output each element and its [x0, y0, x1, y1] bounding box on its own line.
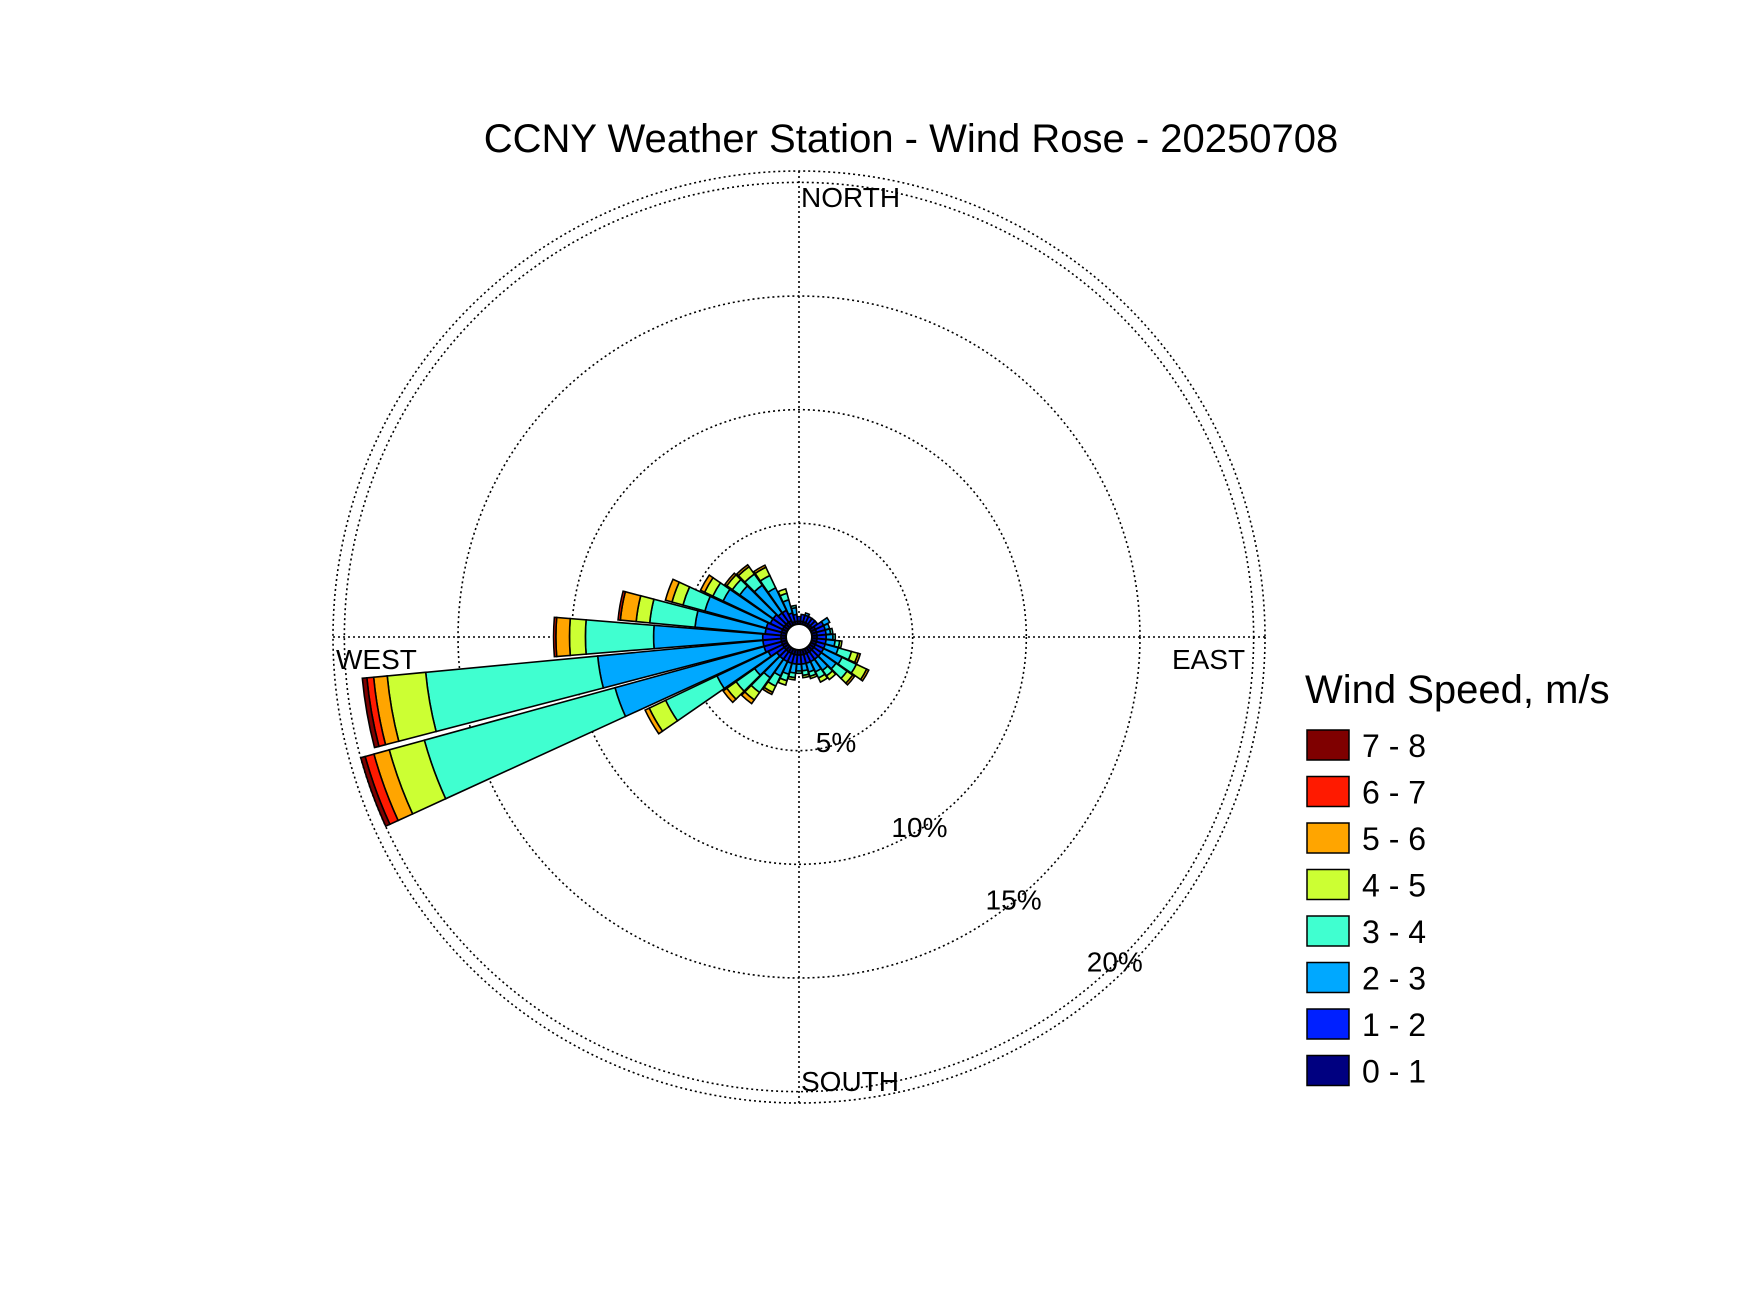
legend-label-5: 2 - 3 [1362, 961, 1426, 997]
radial-tick-label-10: 10% [891, 812, 947, 843]
petal-segment-dir100-bin4 [837, 639, 843, 649]
legend-title: Wind Speed, m/s [1305, 668, 1610, 712]
petal-segment-dir220-bin5 [740, 690, 756, 705]
petal-segment-dir270-bin3 [584, 619, 655, 655]
petal-segment-dir90-bin3 [832, 633, 837, 641]
direction-label-east: EAST [1172, 644, 1245, 675]
legend-label-2: 5 - 6 [1362, 821, 1426, 857]
calm-center-circle [785, 623, 813, 651]
legend-label-6: 1 - 2 [1362, 1007, 1426, 1043]
petal-segment-dir60-bin2 [820, 616, 831, 627]
petal-segment-dir330-bin5 [752, 564, 767, 575]
chart-title: CCNY Weather Station - Wind Rose - 20250… [484, 117, 1339, 161]
legend-label-3: 4 - 5 [1362, 868, 1426, 904]
legend-swatch-1 [1306, 775, 1350, 808]
grid-ring-4 [343, 181, 1255, 1093]
radial-tick-labels: 5% 10% 15% 20% [816, 727, 1143, 978]
petal-segment-dir210-bin5 [761, 686, 774, 696]
petal-segment-dir230-bin5 [721, 687, 738, 704]
legend-label-1: 6 - 7 [1362, 775, 1426, 811]
legend: Wind Speed, m/s 7 - 8 6 - 7 5 - 6 4 - 5 3 - … [1305, 668, 1610, 1090]
petal-segment-dir260-bin7 [361, 676, 380, 749]
legend-swatch-5 [1306, 961, 1350, 994]
petal-segment-dir290-bin5 [664, 578, 681, 603]
petal-segment-dir20-bin2 [804, 611, 811, 618]
grid-ring-3 [457, 295, 1141, 979]
legend-label-0: 7 - 8 [1362, 728, 1426, 764]
petal-segment-dir150-bin4 [817, 673, 829, 684]
radial-tick-label-20: 20% [1087, 946, 1143, 977]
petal-segment-dir250-bin7 [359, 755, 391, 828]
petal-segment-dir270-bin6 [552, 616, 558, 658]
petal-segment-dir80-bin3 [828, 627, 834, 635]
legend-swatch-3 [1306, 868, 1350, 901]
petal-segment-dir140-bin4 [825, 669, 837, 681]
grid-ring-2 [570, 408, 1028, 866]
legend-label-4: 3 - 4 [1362, 914, 1426, 950]
legend-label-7: 0 - 1 [1362, 1054, 1426, 1090]
petal-segment-dir190-bin4 [787, 675, 797, 681]
grid-ring-5 [332, 170, 1266, 1104]
petal-segment-dir240-bin5 [644, 707, 664, 735]
direction-label-north: NORTH [801, 182, 900, 213]
petal-segment-dir270-bin4 [568, 617, 587, 657]
petal-segment-dir270-bin5 [555, 616, 572, 658]
petal-segment-dir350-bin3 [790, 604, 798, 610]
legend-swatch-6 [1306, 1008, 1350, 1040]
petal-segment-dir130-bin5 [844, 674, 856, 686]
direction-label-south: SOUTH [801, 1066, 899, 1097]
legend-swatch-4 [1306, 915, 1350, 947]
legend-swatch-2 [1306, 822, 1350, 854]
petal-segment-dir320-bin5 [735, 563, 751, 577]
petal-segment-dir170-bin4 [801, 673, 811, 679]
petal-segment-dir280-bin6 [617, 590, 627, 621]
radial-tick-label-5: 5% [816, 727, 856, 758]
petal-segment-dir310-bin5 [723, 572, 738, 587]
petal-segment-dir180-bin3 [795, 670, 803, 675]
direction-labels: NORTH EAST SOUTH WEST [336, 182, 1245, 1097]
petal-segment-dir300-bin5 [699, 573, 715, 594]
legend-swatch-0 [1306, 729, 1350, 761]
wind-rose-petals [359, 563, 870, 828]
petal-segment-dir110-bin5 [853, 652, 862, 665]
direction-label-west: WEST [336, 644, 417, 675]
legend-swatch-7 [1306, 1054, 1350, 1087]
petal-segment-dir160-bin4 [808, 673, 819, 680]
petal-segment-dir340-bin4 [777, 587, 788, 597]
radial-tick-label-15: 15% [986, 884, 1042, 915]
petal-segment-dir120-bin5 [859, 668, 870, 682]
